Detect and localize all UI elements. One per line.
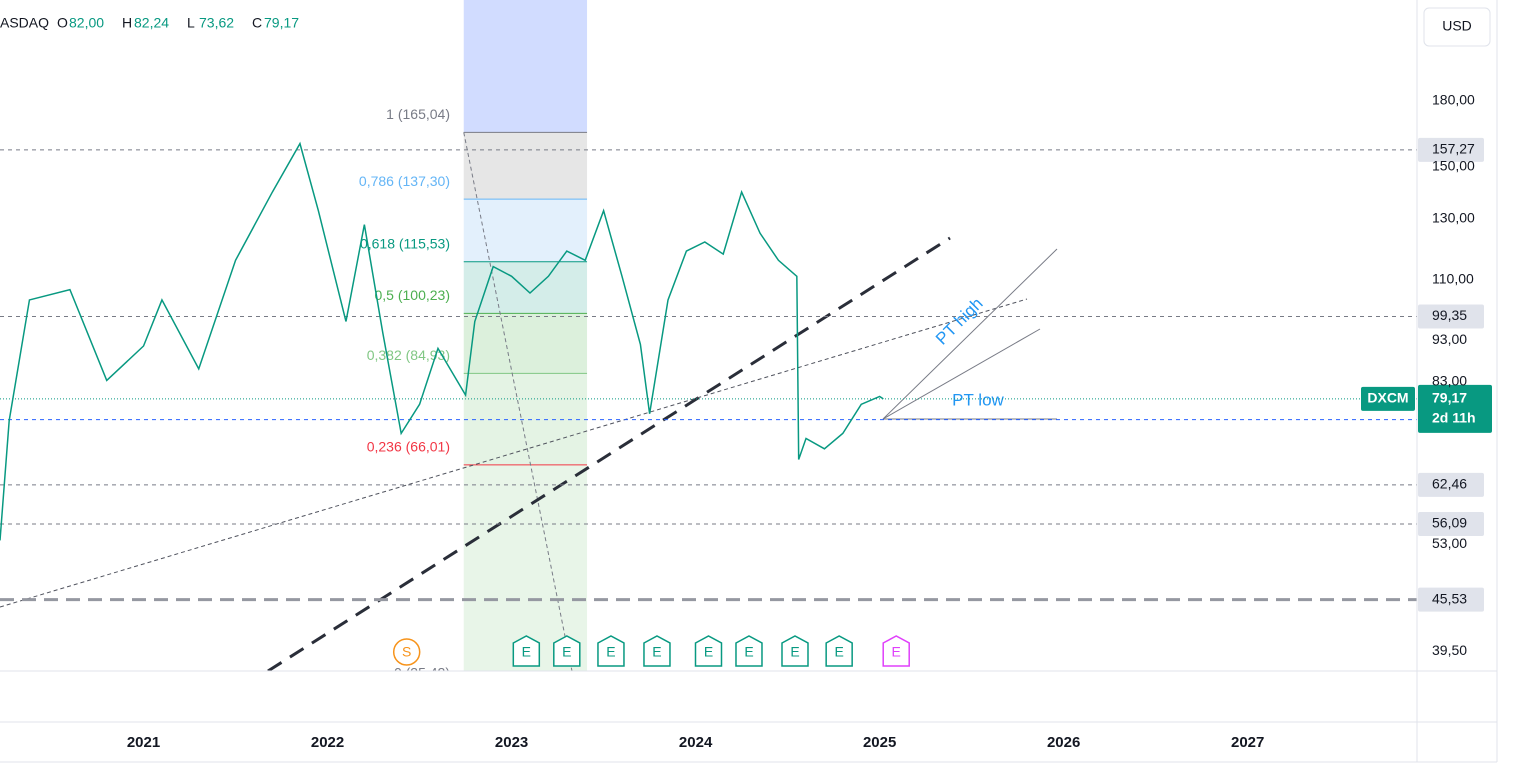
currency-button[interactable]	[1423, 7, 1491, 47]
pt-line	[882, 328, 1041, 420]
x-tick-label: 2024	[679, 734, 713, 751]
y-tick-label: 150,00	[1432, 158, 1475, 174]
fib-label: 1 (165,04)	[386, 106, 450, 122]
fib-label: 0,236 (66,01)	[367, 439, 450, 455]
price-label-box	[1418, 137, 1484, 162]
symbol-name: DXCM	[1367, 390, 1408, 406]
plot-area: 1 (165,04) 0,786 (137,30) 0,618 (115,53) 0,…	[0, 0, 1417, 680]
event-label: E	[790, 644, 799, 660]
legend-key: L	[187, 15, 195, 31]
event-icon	[694, 635, 723, 667]
annotation: PT high	[932, 294, 987, 349]
event-label: E	[892, 644, 901, 660]
legend-key: H	[122, 15, 132, 31]
price-label-box	[1418, 587, 1484, 612]
fib-label: 0,5 (100,23)	[375, 287, 451, 303]
last-price-box	[1418, 384, 1492, 433]
event-label: E	[744, 644, 753, 660]
fib-label: 0,786 (137,30)	[359, 173, 450, 189]
event-icon	[597, 635, 625, 667]
annotation: PT low	[952, 390, 1004, 409]
x-tick-label: 2022	[311, 734, 344, 751]
fib-label: 0,618 (115,53)	[360, 235, 450, 251]
y-tick-label: 83,00	[1432, 372, 1467, 388]
fib-zone	[463, 261, 588, 314]
legend-key: O	[57, 15, 68, 31]
event-icon	[643, 635, 671, 667]
price-label: 99,35	[1432, 307, 1467, 323]
pt-line	[882, 248, 1058, 420]
symbol-tag	[1361, 386, 1415, 411]
price-label-box	[1418, 511, 1484, 536]
price-label-box	[1418, 472, 1484, 497]
y-tick-label: 39,50	[1432, 642, 1467, 658]
event-icon	[553, 635, 581, 667]
event-label: E	[652, 644, 661, 660]
fib-zone	[463, 132, 588, 200]
event-icon	[781, 635, 809, 667]
event-label: S	[402, 644, 411, 660]
x-tick-label: 2026	[1047, 734, 1080, 751]
event-icon	[825, 635, 853, 667]
price-label-box	[1418, 304, 1484, 329]
event-icon	[882, 635, 910, 667]
x-tick-label: 2023	[495, 734, 528, 751]
legend-key: C	[252, 15, 262, 31]
price-label: 62,46	[1432, 476, 1467, 492]
price-label: 45,53	[1432, 590, 1467, 606]
event-label: E	[606, 644, 615, 660]
last-price: 79,17	[1432, 390, 1467, 406]
y-tick-label: 180,00	[1432, 92, 1475, 108]
legend-value: 82,24	[134, 15, 169, 31]
fib-top-zone	[463, 0, 588, 133]
legend-value: 79,17	[264, 15, 299, 31]
price-label: 56,09	[1432, 515, 1467, 531]
price-label: 157,27	[1432, 141, 1475, 157]
x-tick-label: 2027	[1231, 734, 1264, 751]
event-label: E	[522, 644, 531, 660]
event-label: E	[562, 644, 571, 660]
currency[interactable]: USD	[1442, 18, 1472, 34]
fib-trend	[463, 132, 573, 671]
x-tick-label: 2021	[127, 734, 160, 751]
legend-symbol: ASDAQ	[0, 15, 49, 31]
x-tick-label: 2025	[863, 734, 896, 751]
overlay: 157,2799,3574,7862,4656,0945,53DXCM79,17…	[0, 15, 1492, 612]
y-tick-label: 93,00	[1432, 331, 1467, 347]
fib-label: 0 (35,42)	[394, 664, 450, 680]
y-tick-label: 130,00	[1432, 210, 1475, 226]
y-tick-label: 53,00	[1432, 535, 1467, 551]
event-label: E	[704, 644, 713, 660]
event-icon	[735, 635, 763, 667]
event-icon	[392, 638, 421, 666]
trend-line	[0, 298, 1028, 608]
event-label: E	[834, 644, 843, 660]
legend-value: 82,00	[69, 15, 104, 31]
event-icon	[512, 635, 541, 667]
legend-value: 73,62	[199, 15, 234, 31]
price-line-series	[0, 141, 884, 541]
fib-zone	[463, 313, 588, 374]
countdown: 2d 11h	[1432, 410, 1476, 426]
y-tick-label: 110,00	[1432, 270, 1474, 286]
